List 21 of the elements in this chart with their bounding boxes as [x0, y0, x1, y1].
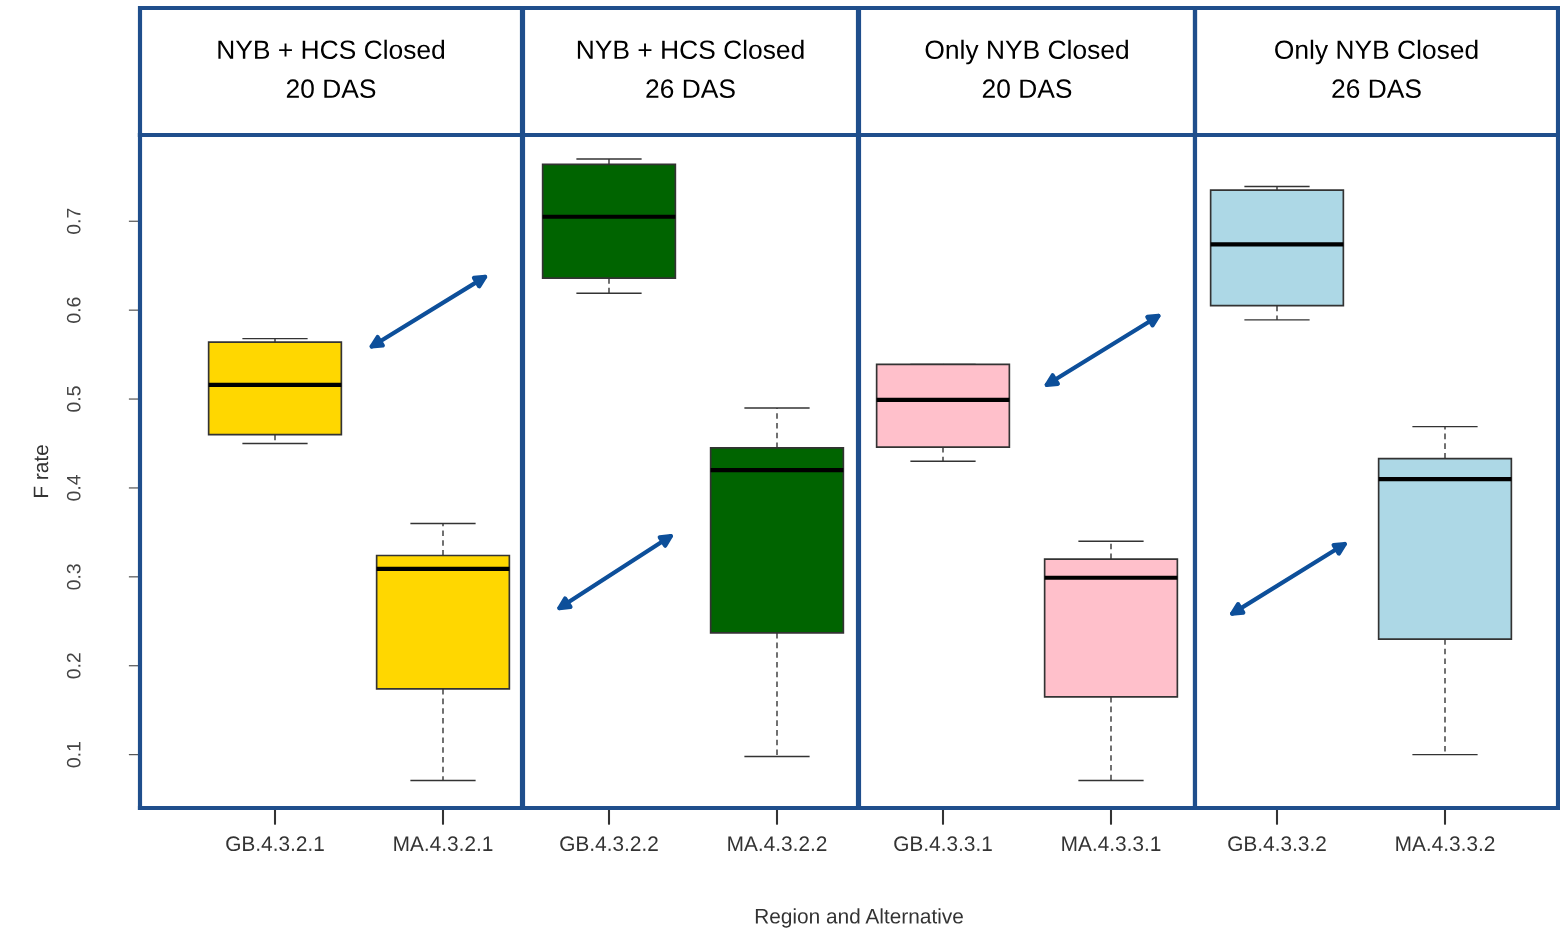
y-tick-label: 0.6 — [66, 297, 81, 323]
chart-title: Only NYB Closed 20 DAS — [925, 39, 1128, 99]
y-tick-label: 0.2 — [66, 653, 81, 679]
chart-title: NYB + HCS Closed 20 DAS — [218, 39, 445, 99]
y-axis-title: F rate — [33, 445, 49, 497]
y-tick-label: 0.1 — [66, 742, 81, 768]
x-tick-label: GB.4.3.2.2 — [560, 836, 658, 852]
x-tick-label: GB.4.3.3.2 — [1228, 836, 1326, 852]
y-tick-label: 0.3 — [66, 564, 81, 590]
x-tick-label: GB.4.3.3.1 — [894, 836, 992, 852]
x-tick-label: MA.4.3.2.2 — [728, 836, 827, 852]
chart-title: NYB + HCS Closed 26 DAS — [577, 39, 804, 99]
chart-title: Only NYB Closed 26 DAS — [1275, 39, 1478, 99]
x-tick-label: MA.4.3.2.1 — [394, 836, 493, 852]
text: Region and Alternative — [755, 908, 963, 928]
y-tick-label: 0.4 — [66, 475, 81, 501]
y-tick-label: 0.5 — [66, 386, 81, 412]
x-tick-label: MA.4.3.3.2 — [1396, 836, 1495, 852]
x-tick-label: MA.4.3.3.1 — [1062, 836, 1161, 852]
y-tick-label: 0.7 — [66, 208, 81, 234]
x-tick-label: GB.4.3.2.1 — [226, 836, 324, 852]
